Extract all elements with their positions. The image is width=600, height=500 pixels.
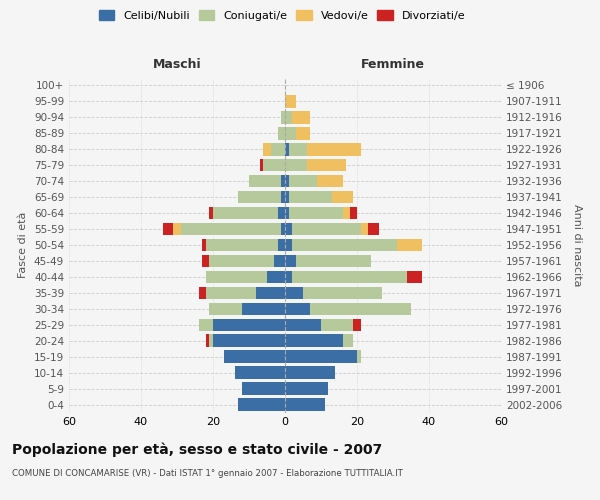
Bar [206,239,278,251]
Bar [285,143,289,156]
Bar [281,191,285,203]
Bar [397,239,422,251]
Bar [199,286,206,299]
Bar [206,286,256,299]
Bar [285,270,292,283]
Bar [285,382,328,395]
Bar [173,223,181,235]
Bar [289,207,343,220]
Bar [303,286,382,299]
Bar [209,334,213,347]
Bar [368,223,379,235]
Bar [285,207,289,220]
Bar [285,127,296,140]
Bar [292,239,397,251]
Bar [202,239,206,251]
Bar [238,398,285,410]
Bar [353,318,361,331]
Bar [285,191,289,203]
Bar [263,143,271,156]
Bar [285,159,307,172]
Bar [317,175,343,188]
Bar [292,223,361,235]
Bar [278,207,285,220]
Bar [281,175,285,188]
Bar [343,207,350,220]
Bar [256,286,285,299]
Text: Popolazione per età, sesso e stato civile - 2007: Popolazione per età, sesso e stato civil… [12,442,382,457]
Bar [285,111,292,124]
Bar [292,270,407,283]
Bar [242,302,285,315]
Bar [285,350,357,363]
Bar [199,318,213,331]
Bar [285,334,343,347]
Bar [213,334,285,347]
Bar [285,239,292,251]
Bar [260,159,263,172]
Bar [267,270,285,283]
Bar [274,254,285,267]
Bar [206,334,209,347]
Bar [285,254,296,267]
Bar [310,302,411,315]
Bar [307,159,346,172]
Bar [206,270,267,283]
Bar [209,207,213,220]
Bar [407,270,422,283]
Bar [285,366,335,379]
Bar [350,207,357,220]
Bar [285,286,303,299]
Bar [281,111,285,124]
Bar [242,382,285,395]
Bar [224,350,285,363]
Y-axis label: Fasce di età: Fasce di età [19,212,28,278]
Bar [163,223,173,235]
Bar [278,127,285,140]
Bar [343,334,353,347]
Text: Maschi: Maschi [152,58,202,71]
Bar [181,223,281,235]
Bar [285,398,325,410]
Bar [213,318,285,331]
Bar [332,191,353,203]
Bar [278,239,285,251]
Bar [281,223,285,235]
Bar [249,175,281,188]
Bar [296,127,310,140]
Bar [361,223,368,235]
Bar [209,254,274,267]
Text: COMUNE DI CONCAMARISE (VR) - Dati ISTAT 1° gennaio 2007 - Elaborazione TUTTITALI: COMUNE DI CONCAMARISE (VR) - Dati ISTAT … [12,469,403,478]
Bar [357,350,361,363]
Bar [285,223,292,235]
Legend: Celibi/Nubili, Coniugati/e, Vedovi/e, Divorziati/e: Celibi/Nubili, Coniugati/e, Vedovi/e, Di… [94,6,470,25]
Bar [209,302,242,315]
Bar [263,159,285,172]
Bar [285,175,289,188]
Y-axis label: Anni di nascita: Anni di nascita [572,204,582,286]
Text: Femmine: Femmine [361,58,425,71]
Bar [271,143,285,156]
Bar [235,366,285,379]
Bar [289,143,307,156]
Bar [289,175,317,188]
Bar [238,191,281,203]
Bar [307,143,361,156]
Bar [202,254,209,267]
Bar [213,207,278,220]
Bar [285,95,296,108]
Bar [321,318,353,331]
Bar [296,254,371,267]
Bar [285,302,310,315]
Bar [289,191,332,203]
Bar [292,111,310,124]
Bar [285,318,321,331]
